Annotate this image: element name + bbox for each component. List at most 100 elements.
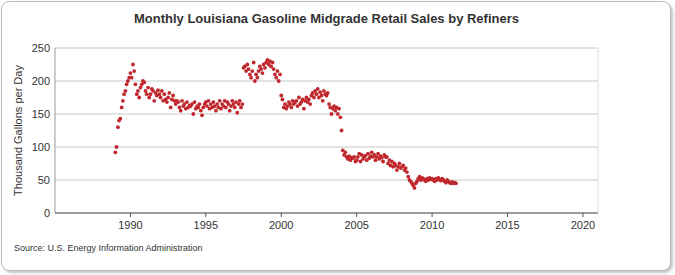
point xyxy=(247,67,251,71)
point xyxy=(165,100,169,104)
point xyxy=(252,61,256,65)
point xyxy=(142,80,146,84)
grid-line xyxy=(55,213,598,214)
point xyxy=(307,98,311,102)
x-tick-label: 1995 xyxy=(194,219,218,231)
point xyxy=(218,99,222,103)
point xyxy=(278,73,282,77)
point xyxy=(239,106,243,110)
point xyxy=(233,106,237,110)
x-tick xyxy=(130,213,131,217)
point xyxy=(297,96,301,100)
point xyxy=(121,99,125,103)
point xyxy=(237,102,241,106)
point xyxy=(238,99,242,103)
point xyxy=(144,89,148,93)
point xyxy=(169,106,173,110)
point xyxy=(224,106,228,110)
point xyxy=(312,96,316,100)
chart: Monthly Louisiana Gasoline Midgrade Reta… xyxy=(0,0,675,275)
point xyxy=(167,91,171,95)
point xyxy=(321,99,325,103)
point xyxy=(122,92,126,96)
y-tick-label: 0 xyxy=(44,207,50,219)
point xyxy=(178,106,182,110)
point xyxy=(288,102,292,106)
y-axis-label: Thousand Gallons per Day xyxy=(12,65,24,196)
point xyxy=(294,99,298,103)
point xyxy=(340,129,344,133)
x-tick xyxy=(582,213,583,217)
x-tick-label: 2020 xyxy=(571,219,595,231)
point xyxy=(395,168,399,172)
point xyxy=(248,73,252,77)
source: Source: U.S. Energy Information Administ… xyxy=(14,243,203,253)
point xyxy=(199,109,203,113)
x-tick xyxy=(281,213,282,217)
point xyxy=(256,76,260,80)
point xyxy=(254,73,258,77)
point xyxy=(302,107,306,111)
point xyxy=(235,111,239,115)
y-tick-label: 200 xyxy=(32,75,50,87)
point xyxy=(263,66,267,70)
point xyxy=(201,106,205,110)
point xyxy=(337,107,341,111)
point xyxy=(272,67,276,71)
grid-line xyxy=(55,81,598,82)
point xyxy=(327,102,331,106)
point xyxy=(230,99,234,103)
point xyxy=(159,96,163,100)
point xyxy=(211,100,215,104)
point xyxy=(276,69,280,73)
point xyxy=(333,109,337,113)
point xyxy=(139,86,143,90)
point xyxy=(260,71,264,75)
y-axis xyxy=(55,48,56,213)
x-tick xyxy=(507,213,508,217)
x-tick xyxy=(356,213,357,217)
point xyxy=(180,99,184,103)
point xyxy=(133,82,137,86)
point xyxy=(198,102,202,106)
point xyxy=(166,96,170,100)
point xyxy=(228,109,232,113)
point xyxy=(179,109,183,113)
point xyxy=(149,92,153,96)
point xyxy=(253,79,257,83)
point xyxy=(156,88,160,92)
point xyxy=(116,125,120,129)
point xyxy=(131,63,135,67)
point xyxy=(206,99,210,103)
point xyxy=(320,94,324,98)
point xyxy=(115,145,119,149)
point xyxy=(381,160,385,164)
point xyxy=(274,76,278,80)
y-tick-label: 100 xyxy=(32,141,50,153)
point xyxy=(281,98,285,102)
point xyxy=(355,158,359,162)
point xyxy=(322,89,326,93)
point xyxy=(136,89,140,93)
point xyxy=(404,166,408,170)
x-tick-label: 2010 xyxy=(420,219,444,231)
point xyxy=(454,181,458,185)
point xyxy=(250,69,254,73)
point xyxy=(316,87,320,91)
point xyxy=(240,102,244,106)
point xyxy=(397,162,401,166)
point xyxy=(157,92,161,96)
point xyxy=(132,69,136,73)
point xyxy=(356,155,360,159)
x-tick xyxy=(205,213,206,217)
point xyxy=(160,89,164,93)
point xyxy=(125,82,129,86)
point xyxy=(191,112,195,116)
point xyxy=(249,76,253,80)
point xyxy=(318,90,322,94)
point xyxy=(273,73,277,77)
point xyxy=(277,79,281,83)
x-tick-label: 2005 xyxy=(344,219,368,231)
point xyxy=(146,86,150,90)
point xyxy=(406,175,410,179)
